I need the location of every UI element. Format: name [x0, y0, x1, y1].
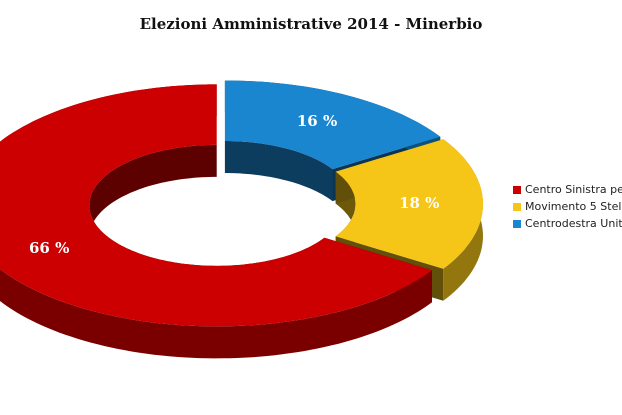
legend-label: Centro Sinistra per [525, 183, 622, 196]
slice [335, 139, 483, 269]
value-label: 18 % [399, 194, 439, 212]
inner-wall [224, 141, 333, 202]
slice [0, 84, 432, 327]
legend-label: Movimento 5 Stelle [525, 200, 622, 213]
legend-swatch [513, 203, 521, 211]
legend-swatch [513, 220, 521, 228]
legend-label: Centrodestra Unito [525, 217, 622, 230]
value-label: 66 % [29, 239, 69, 257]
slice-tops [0, 80, 483, 327]
chart-title: Elezioni Amministrative 2014 - Minerbio [140, 15, 483, 33]
slice [224, 80, 441, 170]
value-label: 16 % [297, 112, 337, 130]
legend-swatch [513, 186, 521, 194]
